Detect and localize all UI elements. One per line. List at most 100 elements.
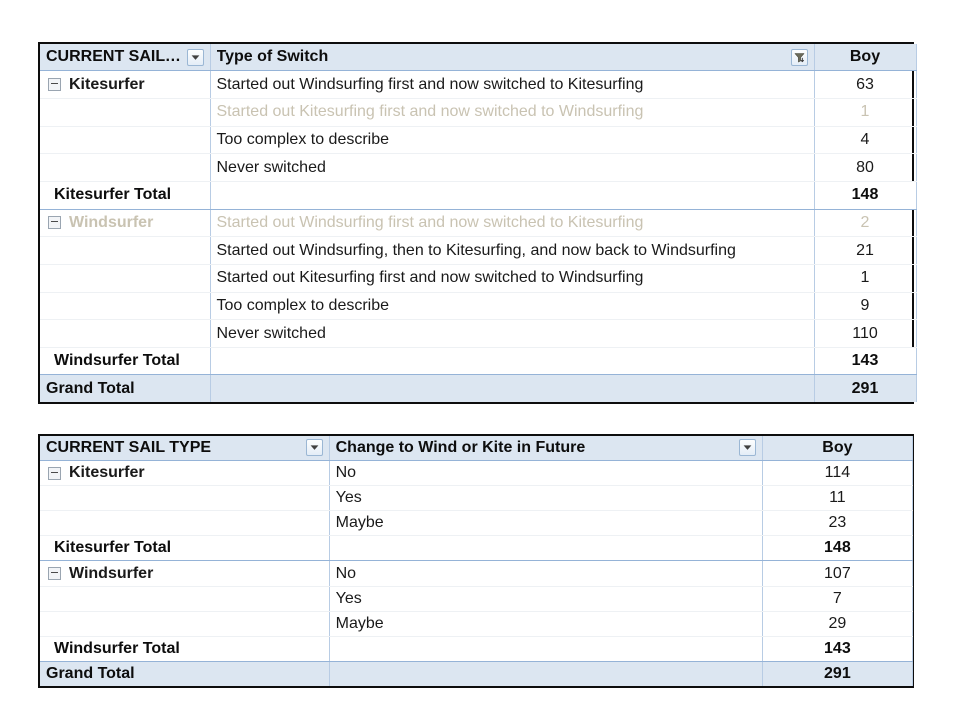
table-row: Started out Kitesurfing first and now sw… [40, 98, 917, 127]
cell-category-label: Started out Kitesurfing first and now sw… [210, 98, 815, 127]
dropdown-icon[interactable] [739, 439, 757, 457]
cell-sail-type: Kitesurfer [40, 460, 330, 487]
cell-sail-type [40, 319, 211, 348]
cell-sail-type [40, 510, 330, 537]
cell-category-label: Started out Windsurfing, then to Kitesur… [210, 236, 815, 265]
column-header-label: Boy [822, 438, 853, 456]
row-group-spacer [46, 325, 204, 343]
column-header-sail_type: CURRENT SAIL TYPE [40, 436, 330, 461]
cell-category-label: No [329, 560, 764, 587]
cell-sail-type: Windsurfer [40, 209, 211, 238]
cell-category-label [210, 346, 815, 376]
filter-icon[interactable] [790, 48, 808, 66]
cell-category-label: Maybe [329, 611, 764, 637]
cell-sail-type: Kitesurfer Total [40, 180, 211, 210]
cell-boy-value: 107 [762, 560, 913, 587]
cell-category-label [210, 180, 815, 210]
row-group-spacer [46, 269, 204, 287]
cell-sail-type: Kitesurfer [40, 70, 211, 100]
collapse-minus-icon[interactable] [48, 466, 61, 480]
table-row: Never switched1109 [40, 319, 917, 348]
cell-category-label: Yes [329, 485, 764, 512]
cell-boy-value: 148 [762, 535, 913, 562]
cell-sail-type [40, 236, 211, 265]
subtotal-row: Windsurfer Total 14314 [40, 635, 913, 662]
pivot-table: CURRENT SAIL TYPEType of SwitchBoyGirlKi… [40, 44, 917, 402]
subtotal-label: Kitesurfer Total [54, 186, 172, 204]
cell-sail-type: Windsurfer Total [40, 635, 330, 662]
cell-boy-value: 21 [814, 236, 917, 265]
table-row: Started out Kitesurfing first and now sw… [40, 264, 917, 293]
cell-category-label: Never switched [210, 319, 815, 348]
cell-boy-value: 23 [762, 510, 913, 537]
table-row: Never switched808 [40, 153, 917, 182]
cell-boy-value: 11 [762, 485, 913, 512]
cell-sail-type [40, 611, 330, 637]
cell-category-label [210, 374, 815, 402]
table-row: Yes71 [40, 586, 913, 612]
column-header-label: CURRENT SAIL TYPE [46, 438, 212, 456]
subtotal-row: Kitesurfer Total 1489 [40, 535, 913, 562]
row-group-spacer [46, 242, 204, 260]
table-row: WindsurferNo10712 [40, 560, 913, 587]
dropdown-icon[interactable] [186, 48, 204, 66]
table-row: Yes111 [40, 485, 913, 512]
column-header-label: Boy [849, 48, 881, 66]
pivot-table-change-to-wind-or-kite: CURRENT SAIL TYPE Change to Wind or Kite … [38, 434, 914, 688]
row-group-spacer [46, 159, 204, 177]
cell-boy-value: 143 [814, 346, 917, 376]
cell-category-label: Too complex to describe [210, 126, 815, 155]
table-row: KitesurferNo1146 [40, 460, 913, 487]
grand-total-label: Grand Total [46, 379, 135, 397]
cell-boy-value: 63 [814, 70, 917, 100]
cell-boy-value: 1 [814, 98, 917, 127]
table-header-row: CURRENT SAIL TYPEType of SwitchBoyGirl [40, 44, 917, 72]
cell-category-label [329, 635, 764, 662]
cell-boy-value: 9 [814, 292, 917, 321]
cell-boy-value: 4 [814, 126, 917, 155]
row-group-label: Kitesurfer [69, 464, 145, 482]
grand-total-row: Grand Total 29123 [40, 374, 917, 402]
grand-total-label: Grand Total [46, 664, 135, 682]
cell-boy-value: 1 [814, 264, 917, 293]
collapse-minus-icon[interactable] [48, 78, 61, 92]
column-header-boy: Boy [762, 436, 913, 461]
cell-category-label [329, 660, 764, 686]
row-group-header: Windsurfer [46, 565, 323, 583]
collapse-minus-icon[interactable] [48, 216, 61, 230]
subtotal-label: Kitesurfer Total [54, 539, 172, 557]
cell-sail-type: Kitesurfer Total [40, 535, 330, 562]
row-group-spacer [46, 514, 323, 532]
cell-boy-value: 143 [762, 635, 913, 662]
cell-boy-value: 2 [814, 209, 917, 238]
table-row: Maybe232 [40, 510, 913, 537]
collapse-minus-icon[interactable] [48, 567, 61, 581]
cell-sail-type: Windsurfer Total [40, 346, 211, 376]
cell-category-label: Too complex to describe [210, 292, 815, 321]
cell-sail-type [40, 586, 330, 612]
cell-sail-type: Grand Total [40, 374, 211, 402]
table-row: Too complex to describe91 [40, 292, 917, 321]
dropdown-icon[interactable] [305, 439, 323, 457]
cell-category-label: No [329, 460, 764, 487]
cell-sail-type: Windsurfer [40, 560, 330, 587]
cell-category-label: Never switched [210, 153, 815, 182]
row-group-spacer [46, 131, 204, 149]
row-group-spacer [46, 615, 323, 633]
column-header-switch: Type of Switch [210, 44, 815, 72]
cell-boy-value: 291 [814, 374, 917, 402]
cell-category-label: Started out Kitesurfing first and now sw… [210, 264, 815, 293]
table-row: Started out Windsurfing, then to Kitesur… [40, 236, 917, 265]
row-group-header: Kitesurfer [46, 76, 204, 94]
cell-sail-type [40, 485, 330, 512]
column-header-label: Type of Switch [216, 48, 329, 66]
column-header-change: Change to Wind or Kite in Future [329, 436, 764, 461]
subtotal-label: Windsurfer Total [54, 352, 180, 370]
column-header-label: CURRENT SAIL TYPE [46, 48, 183, 66]
cell-sail-type [40, 126, 211, 155]
table-row: Windsurfer Started out Windsurfing first … [40, 209, 917, 238]
row-group-header: Windsurfer [46, 214, 204, 232]
table-header-row: CURRENT SAIL TYPE Change to Wind or Kite … [40, 436, 913, 461]
cell-boy-value: 291 [762, 660, 913, 686]
